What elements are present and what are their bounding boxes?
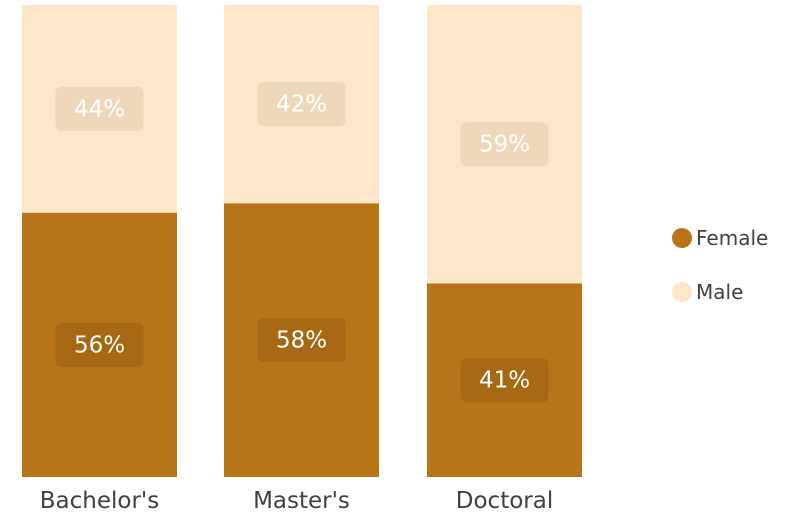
bar-female-1[interactable] bbox=[22, 212, 177, 477]
x-tick-label-2: Master's bbox=[253, 488, 350, 514]
bar-female-2[interactable] bbox=[224, 203, 379, 478]
data-label-male-2: 42% bbox=[276, 92, 327, 118]
data-label-box-male-2 bbox=[257, 82, 346, 127]
legend-swatch-male bbox=[672, 282, 692, 302]
data-label-male-3: 59% bbox=[479, 132, 530, 158]
bar-male-1[interactable] bbox=[22, 5, 177, 213]
legend-item-male[interactable]: Male bbox=[672, 278, 768, 306]
data-label-female-3: 41% bbox=[479, 368, 530, 394]
data-label-female-1: 56% bbox=[74, 332, 125, 358]
x-tick-label-1: Bachelor's bbox=[40, 488, 159, 514]
x-axis-tick-labels: Bachelor's Master's Doctoral bbox=[40, 488, 553, 514]
data-label-box-male-1 bbox=[55, 86, 144, 131]
data-label-box-female-2 bbox=[257, 318, 346, 363]
data-label-female-2: 58% bbox=[276, 328, 327, 354]
bar-male-2[interactable] bbox=[224, 5, 379, 204]
legend-label-male: Male bbox=[696, 280, 744, 304]
legend: Female Male bbox=[672, 224, 768, 306]
data-label-box-female-3 bbox=[460, 358, 549, 403]
x-tick-label-3: Doctoral bbox=[456, 488, 553, 514]
bar-female-3[interactable] bbox=[427, 283, 582, 477]
legend-label-female: Female bbox=[696, 226, 769, 250]
data-label-male-1: 44% bbox=[74, 96, 125, 122]
data-label-box-female-1 bbox=[55, 322, 144, 367]
data-label-box-male-3 bbox=[460, 122, 549, 167]
legend-swatch-female bbox=[672, 228, 692, 248]
plot-area: 56% 44% 58% 42% 41% 59% bbox=[22, 5, 582, 478]
bar-male-3[interactable] bbox=[427, 5, 582, 284]
legend-item-female[interactable]: Female bbox=[672, 224, 768, 252]
